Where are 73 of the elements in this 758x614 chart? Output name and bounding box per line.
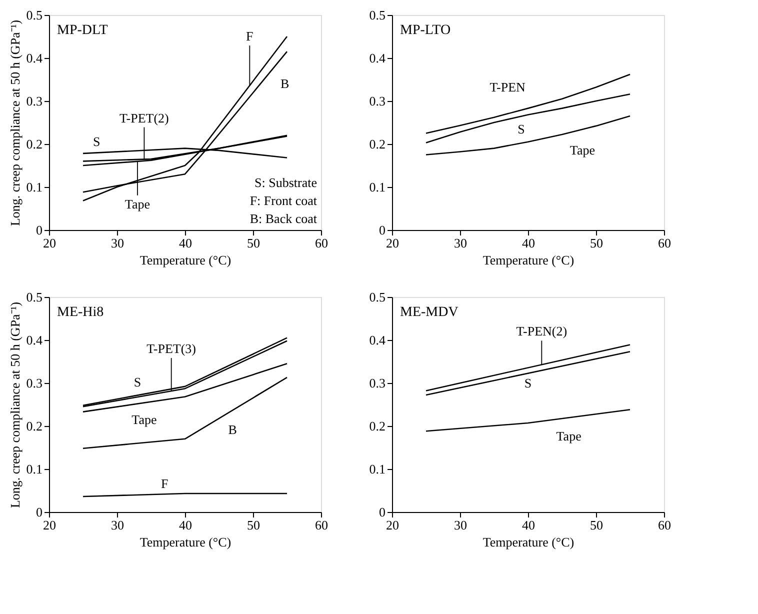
- x-tick-label: 40: [179, 236, 192, 250]
- x-tick-label: 20: [386, 236, 399, 250]
- x-axis-title: Temperature (°C): [482, 534, 574, 550]
- y-tick-label: 0.1: [26, 462, 42, 476]
- y-tick-label: 0.5: [369, 8, 386, 22]
- x-tick-label: 50: [590, 518, 603, 532]
- y-tick-label: 0: [36, 222, 42, 238]
- x-tick-label: 60: [315, 236, 328, 250]
- series-label: B: [228, 422, 238, 438]
- y-tick-label: 0: [379, 222, 386, 238]
- y-tick-label: 0.4: [369, 332, 386, 348]
- x-tick-label: 60: [315, 518, 328, 532]
- series-label: S: [134, 374, 142, 390]
- y-tick-label: 0.4: [26, 50, 43, 66]
- y-axis-title: Long. creep compliance at 50 h (GPa⁻¹): [7, 20, 22, 226]
- series-label: Tape: [570, 142, 596, 158]
- x-tick-label: 20: [386, 518, 399, 532]
- y-tick-label: 0.5: [26, 8, 42, 22]
- y-tick-label: 0.3: [26, 94, 42, 108]
- y-tick-label: 0.3: [369, 376, 386, 390]
- x-tick-label: 60: [658, 236, 671, 250]
- x-tick-label: 50: [590, 236, 603, 250]
- y-tick-label: 0.2: [369, 418, 386, 434]
- x-tick-label: 40: [179, 518, 192, 532]
- annotation: B: Back coat: [250, 211, 318, 226]
- text: Tape: [124, 196, 150, 212]
- y-tick-label: 0.1: [369, 462, 386, 476]
- x-axis-title: Temperature (°C): [482, 252, 574, 268]
- y-tick-label: 0.4: [369, 50, 386, 66]
- text: MP-DLT: [57, 23, 108, 38]
- series-label: Tape: [132, 412, 157, 427]
- series-label: T-PET(3): [146, 341, 196, 356]
- x-tick-label: 60: [658, 518, 671, 532]
- x-tick-label: 50: [247, 236, 260, 250]
- x-tick-label: 30: [111, 518, 124, 532]
- text: T-PET(2): [120, 110, 169, 126]
- y-tick-label: 0.1: [369, 180, 386, 194]
- x-tick-label: 50: [247, 518, 260, 532]
- x-tick-label: 30: [111, 236, 124, 250]
- series-label: S: [518, 121, 525, 136]
- text: ME-MDV: [400, 305, 458, 320]
- text: MP-LTO: [400, 23, 451, 38]
- series-label: T-PEN(2): [516, 324, 568, 339]
- x-tick-label: 20: [43, 236, 56, 250]
- x-axis-title: Temperature (°C): [140, 252, 232, 268]
- x-axis-title: Temperature (°C): [140, 534, 232, 550]
- x-tick-label: 40: [522, 236, 535, 250]
- y-tick-label: 0.1: [26, 180, 42, 194]
- y-tick-label: 0.2: [26, 418, 42, 434]
- y-tick-label: 0.4: [26, 332, 43, 348]
- y-tick-label: 0.3: [369, 94, 386, 108]
- annotation: S: Substrate: [254, 175, 318, 190]
- x-tick-label: 30: [454, 518, 467, 532]
- x-tick-label: 40: [522, 518, 535, 532]
- y-tick-label: 0.5: [369, 290, 386, 304]
- x-tick-label: 30: [454, 236, 467, 250]
- series-label: T-PEN: [490, 80, 526, 95]
- series-label: S: [93, 134, 100, 149]
- text: ME-Hi8: [57, 305, 104, 320]
- y-axis-title: Long. creep compliance at 50 h (GPa⁻¹): [7, 302, 22, 508]
- series-label: S: [524, 375, 532, 390]
- y-tick-label: 0: [36, 504, 42, 520]
- x-tick-label: 20: [43, 518, 56, 532]
- y-tick-label: 0.2: [369, 136, 386, 152]
- series-label: F: [246, 28, 254, 44]
- series-label: B: [280, 76, 290, 91]
- y-tick-label: 0.3: [26, 376, 42, 390]
- series-label: Tape: [556, 428, 582, 444]
- y-tick-label: 0.2: [26, 136, 42, 152]
- y-tick-label: 0: [379, 504, 386, 520]
- series-label: F: [160, 476, 168, 492]
- y-tick-label: 0.5: [26, 290, 42, 304]
- annotation: F: Front coat: [250, 193, 318, 208]
